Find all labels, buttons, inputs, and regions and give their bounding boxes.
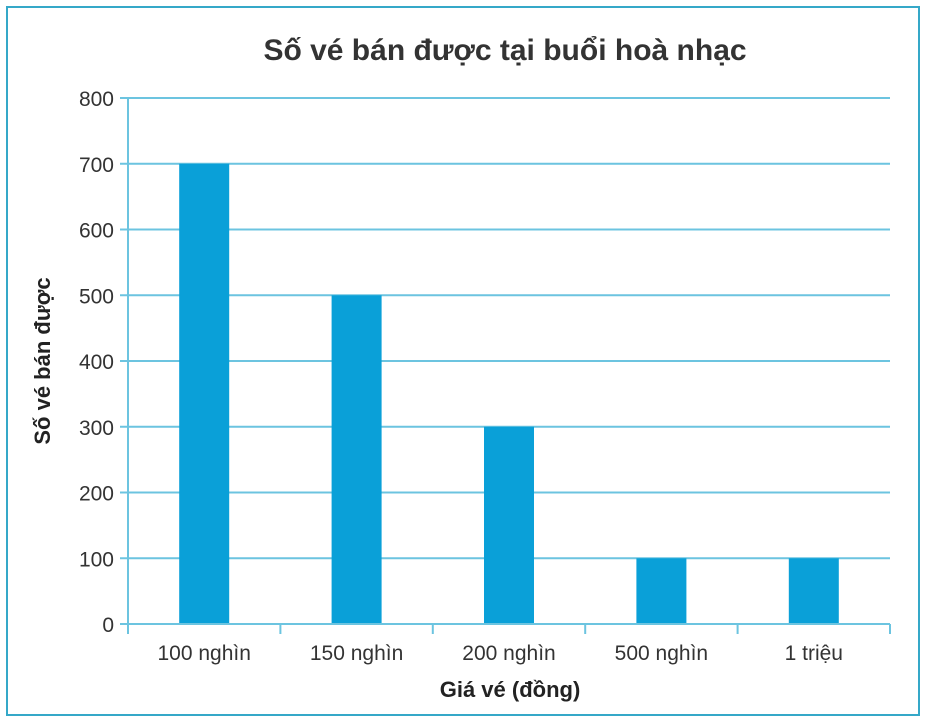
y-tick-label: 100: [79, 548, 114, 571]
y-tick-label: 200: [79, 483, 114, 506]
x-tick-label: 200 nghìn: [462, 642, 555, 665]
bar: [484, 426, 534, 624]
x-tick-label: 1 triệu: [785, 642, 843, 665]
bar: [636, 558, 687, 624]
y-tick-label: 500: [79, 285, 114, 308]
y-tick-label: 300: [79, 417, 114, 440]
y-tick-label: 600: [79, 220, 114, 243]
x-tick-labels: 100 nghìn 150 nghìn 200 nghìn 500 nghìn 1 tr…: [157, 642, 843, 665]
x-tick-label: 150 nghìn: [310, 642, 403, 665]
bar: [331, 295, 382, 624]
y-tick-labels: 0 100 200 300 400 500 600 700 800: [79, 88, 114, 637]
x-tick-label: 500 nghìn: [615, 642, 708, 665]
y-tick-label: 400: [79, 351, 114, 374]
x-tick-label: 100 nghìn: [157, 642, 250, 665]
bars: [179, 163, 839, 624]
bar: [788, 558, 839, 624]
chart-title: Số vé bán được tại buổi hoà nhạc: [263, 34, 746, 67]
x-axis-title: Giá vé (đồng): [440, 677, 581, 702]
gridlines: [128, 97, 890, 560]
y-tick-label: 0: [102, 614, 114, 637]
y-tick-label: 800: [79, 88, 114, 111]
bar: [179, 163, 230, 624]
y-tick-label: 700: [79, 154, 114, 177]
axes: [120, 97, 891, 634]
y-axis-title: Số vé bán được: [30, 277, 55, 444]
